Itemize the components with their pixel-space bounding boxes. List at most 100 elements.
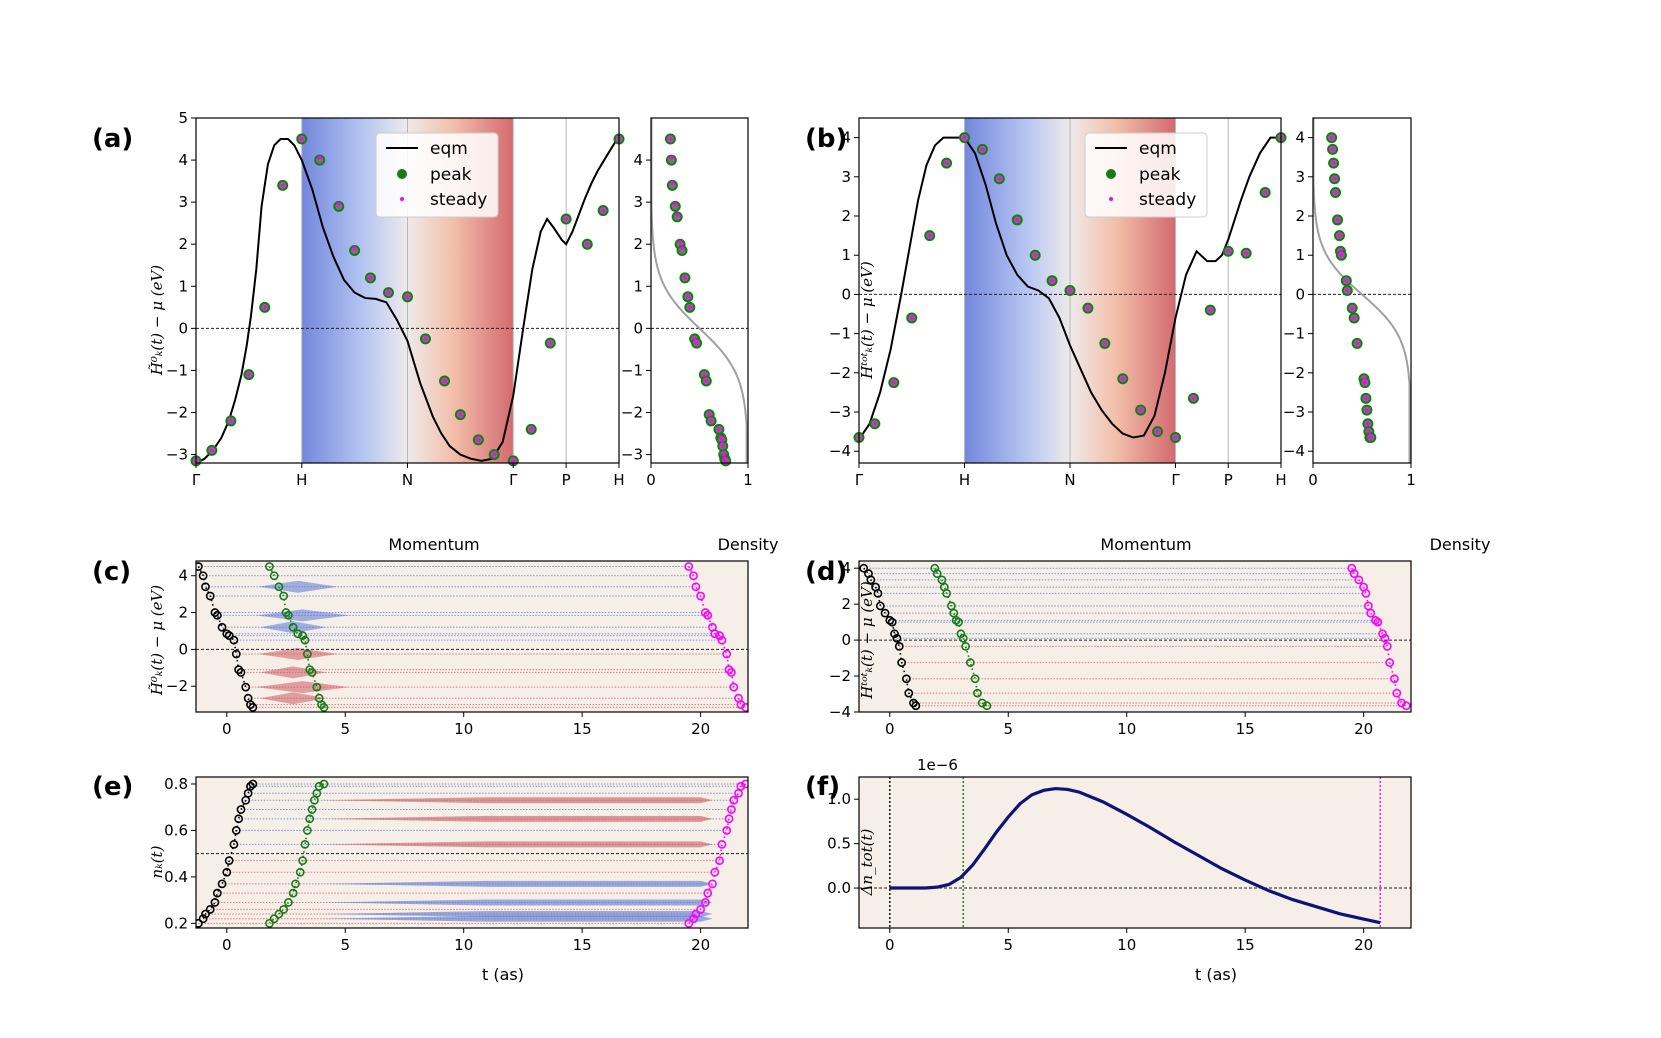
density-steady-point-a-14: [707, 412, 712, 417]
eqm-trace-point-d-8: [887, 617, 897, 627]
steady-point-a-13: [423, 336, 428, 341]
xtick-label-a-3: Γ: [509, 471, 518, 489]
steady-point-a-10: [368, 275, 373, 280]
occupation-band-e-4: [321, 899, 713, 906]
steady-point-b-14: [1102, 341, 1107, 346]
density-steady-point-b-16: [1363, 396, 1368, 401]
steady-point-a-12: [405, 294, 410, 299]
legend-a-eqm: eqm: [430, 139, 468, 159]
ytick-label-density-a-1: −2: [621, 404, 643, 422]
eqm-trace-point-d-11: [894, 641, 904, 651]
steady-point-a-14: [442, 378, 447, 383]
ytick-label-f-0: 0.0: [827, 879, 851, 897]
ytick-label-a-4: 1: [178, 277, 188, 295]
eqm-trace-point-d-13: [901, 674, 911, 684]
frame-density-a: [650, 117, 749, 464]
eqm-trace-point-d-5: [875, 601, 885, 611]
peak-trace-point-d-11: [961, 641, 971, 651]
frame-density-b: [1312, 117, 1412, 464]
xtick-label-density-a-1: 1: [743, 471, 753, 489]
offset-text-f: 1e−6: [917, 756, 958, 774]
peak-trace-point-c-5: [283, 610, 293, 620]
ytick-label-a-8: 5: [178, 109, 188, 127]
peak-trace-point-e-16: [265, 918, 274, 928]
steady-trace-point-e-4: [727, 805, 736, 814]
peak-trace-point-d-12: [965, 658, 975, 667]
eqm-trace-point-e-14: [201, 909, 210, 919]
ytick-label-b-2: −2: [829, 364, 851, 382]
density-steady-point-b-13: [1355, 341, 1360, 346]
xtick-label-b-3: Γ: [1171, 471, 1180, 489]
steady-trace-point-c-7: [710, 629, 720, 639]
ytick-label-a-7: 4: [178, 151, 188, 169]
steady-trace-point-d-2: [1354, 575, 1364, 585]
density-steady-point-b-10: [1345, 288, 1350, 293]
eqm-trace-point-c-2: [201, 582, 210, 592]
panel-label-b: (b): [805, 124, 847, 154]
density-steady-point-a-0: [668, 137, 673, 142]
peak-trace-point-e-7: [300, 839, 310, 849]
eqm-trace-point-c-10: [231, 649, 241, 659]
steady-trace-line-e: [688, 783, 746, 924]
steady-point-a-19: [529, 427, 534, 432]
steady-trace-point-c-9: [717, 635, 727, 645]
ytick-label-f-1: 0.5: [827, 835, 851, 853]
panel-label-e: (e): [92, 772, 133, 802]
ytick-label-d-3: 2: [841, 595, 851, 613]
xtick-label-c-3: 15: [573, 720, 592, 738]
steady-trace-point-e-7: [717, 839, 727, 849]
eqm-trace-point-c-1: [198, 571, 208, 581]
steady-point-a-8: [336, 202, 341, 207]
xtick-label-b-0: Γ: [855, 471, 864, 489]
ylabel-f: Δn_tot(t): [858, 828, 876, 896]
steady-trace-point-d-14: [1392, 688, 1402, 698]
eqm-band-b: [859, 136, 1281, 441]
spindle-c-2: [259, 621, 327, 634]
density-peak-point-a-3: [669, 200, 681, 212]
ytick-label-density-a-3: 0: [633, 319, 643, 337]
density-steady-point-a-1: [669, 155, 674, 160]
eqm-trace-point-d-0: [859, 563, 869, 573]
xtick-label-d-2: 10: [1117, 720, 1136, 738]
steady-trace-point-e-9: [710, 867, 720, 877]
density-steady-point-b-5: [1335, 217, 1340, 222]
density-peak-point-a-2: [666, 179, 678, 191]
steady-point-b-10: [1033, 253, 1038, 258]
steady-point-b-6: [962, 135, 967, 140]
ytick-label-a-2: −1: [166, 361, 188, 379]
steady-trace-point-d-1: [1349, 569, 1359, 578]
eqm-trace-point-e-11: [212, 888, 222, 898]
density-steady-point-a-4: [675, 212, 680, 217]
xtick-label-a-4: P: [562, 471, 571, 489]
steady-point-a-6: [299, 137, 304, 142]
density-steady-point-a-18: [719, 437, 724, 442]
xlabel-b-density: Density: [1430, 535, 1491, 554]
fermi-dirac-curve-a: [650, 118, 748, 463]
density-steady-point-a-16: [716, 427, 721, 432]
steady-point-b-16: [1138, 408, 1143, 413]
spindle-c-3: [258, 647, 338, 660]
ytick-label-density-a-2: −1: [621, 361, 643, 379]
legend-a-peak-swatch: [397, 169, 407, 179]
ytick-label-e-1: 0.4: [164, 868, 188, 886]
steady-point-a-18: [511, 458, 516, 463]
ytick-label-density-a-6: 3: [633, 193, 643, 211]
steady-trace-point-d-4: [1361, 588, 1371, 598]
ytick-label-b-4: 0: [841, 285, 851, 303]
eqm-trace-point-e-8: [224, 856, 234, 866]
peak-trace-point-c-16: [319, 702, 329, 712]
steady-point-a-11: [386, 290, 391, 295]
ytick-label-a-6: 3: [178, 193, 188, 211]
ytick-label-density-b-2: −2: [1283, 364, 1305, 382]
density-steady-point-a-6: [680, 246, 685, 251]
eqm-trace-point-e-9: [222, 867, 232, 877]
steady-point-a-7: [317, 155, 322, 160]
legend-b-peak-swatch: [1106, 169, 1116, 179]
eqm-trace-point-d-12: [897, 658, 907, 667]
steady-point-a-2: [228, 418, 233, 423]
density-steady-point-b-15: [1362, 380, 1367, 385]
peak-trace-point-d-8: [954, 617, 963, 627]
ylabel-a: H̃⁰ₖ(t) − μ (eV): [148, 265, 166, 376]
ylabel-d: Hᵗᵒᵗₖ(t) − μ (eV): [858, 581, 876, 700]
eqm-trace-point-c-13: [241, 682, 251, 692]
